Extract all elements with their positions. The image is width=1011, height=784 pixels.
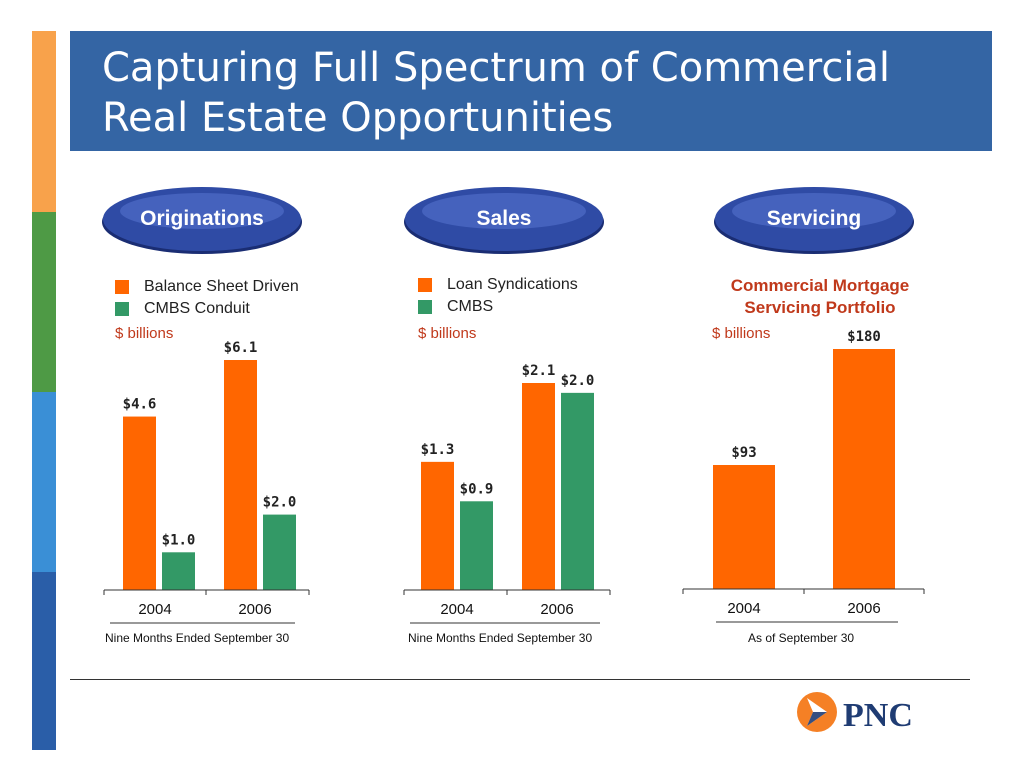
sales-header-label: Sales: [476, 207, 532, 230]
servicing-footnote: As of September 30: [748, 631, 855, 645]
bar-1-2004-1: [123, 416, 156, 590]
pnc-logo: PNC: [795, 690, 940, 736]
sales-footnote: Nine Months Ended September 30: [408, 631, 593, 645]
legend-swatch-green: [418, 300, 432, 314]
bar-2-2004-1: [421, 461, 454, 590]
legend-label: Balance Sheet Driven: [144, 278, 299, 295]
servicing-header-label: Servicing: [766, 207, 862, 230]
data-label: $1.0: [162, 532, 196, 548]
legend-label: CMBS Conduit: [144, 300, 250, 317]
originations-header: Originations: [100, 183, 304, 255]
x-tick-label: 2006: [540, 601, 573, 618]
sales-units: $ billions: [418, 325, 477, 342]
x-tick-label: 2004: [138, 601, 171, 618]
servicing-subtitle: Commercial Mortgage Servicing Portfolio: [730, 276, 910, 317]
legend-label: Loan Syndications: [447, 276, 578, 293]
accent-stripe-green: [32, 212, 56, 392]
bar-2-2006-2: [561, 392, 594, 590]
legend-swatch-green: [115, 302, 129, 316]
legend-label: CMBS: [447, 298, 494, 315]
accent-stripe-lightblue: [32, 392, 56, 572]
slide-title: Capturing Full Spectrum of Commercial Re…: [102, 45, 891, 141]
data-label: $2.0: [561, 373, 595, 389]
bar-1-2006-1: [224, 360, 257, 590]
bar-2-2006-1: [522, 383, 555, 590]
x-tick-label: 2004: [440, 601, 473, 618]
bottom-rule: [70, 679, 970, 680]
accent-stripe-orange: [32, 31, 56, 212]
pnc-logo-text: PNC: [843, 697, 913, 734]
data-label: $180: [847, 329, 881, 345]
data-label: $93: [731, 445, 756, 461]
bar-3-2004-1: [713, 465, 775, 589]
pnc-logo-icon: PNC: [797, 692, 913, 734]
originations-header-label: Originations: [140, 207, 264, 230]
bar-2-2004-2: [460, 501, 493, 590]
x-tick-label: 2006: [847, 600, 880, 617]
pill-shape: [714, 187, 914, 254]
data-label: $2.1: [522, 363, 556, 379]
bar-1-2006-2: [263, 514, 296, 590]
bar-1-2004-2: [162, 552, 195, 590]
data-label: $6.1: [224, 340, 258, 356]
originations-units: $ billions: [115, 325, 174, 342]
pill-shape: [404, 187, 604, 254]
title-band: Capturing Full Spectrum of Commercial Re…: [70, 31, 992, 151]
data-label: $1.3: [421, 442, 455, 458]
data-label: $0.9: [460, 481, 494, 497]
legend-swatch-orange: [115, 280, 129, 294]
accent-stripe-darkblue: [32, 572, 56, 750]
legend-swatch-orange: [418, 278, 432, 292]
data-label: $4.6: [123, 397, 157, 413]
originations-footnote: Nine Months Ended September 30: [105, 631, 290, 645]
servicing-header: Servicing: [712, 183, 916, 255]
data-label: $2.0: [263, 495, 297, 511]
bar-3-2006-1: [833, 349, 895, 589]
pill-shape: [102, 187, 302, 254]
sales-header: Sales: [402, 183, 606, 255]
servicing-units: $ billions: [712, 325, 771, 342]
x-tick-label: 2004: [727, 600, 760, 617]
x-tick-label: 2006: [238, 601, 271, 618]
